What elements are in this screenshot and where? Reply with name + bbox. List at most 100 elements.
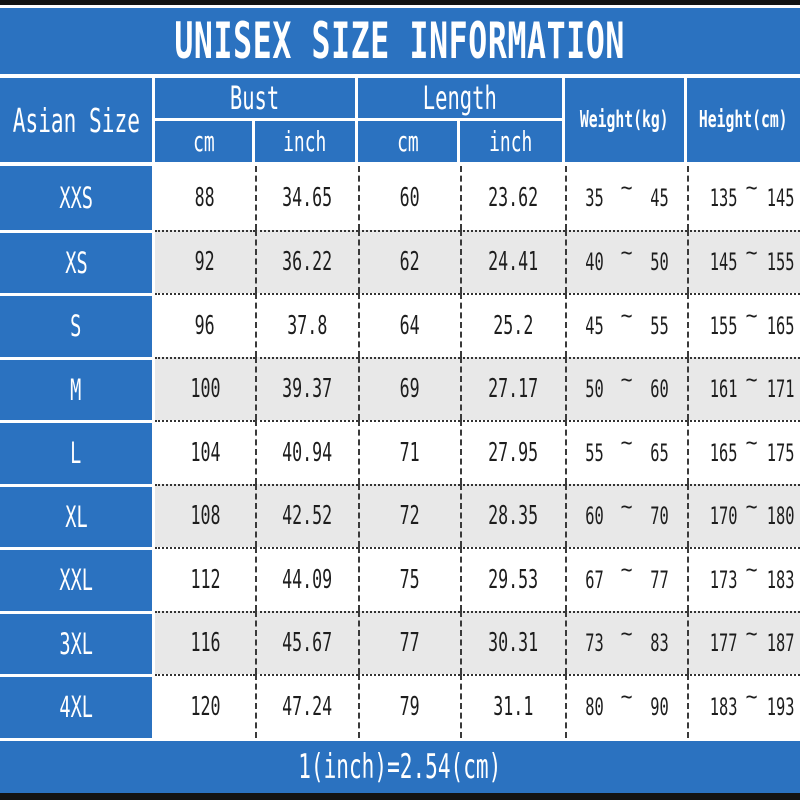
bust-inch-cell: 37.8: [255, 293, 358, 357]
tilde-symbol: ~: [621, 176, 633, 202]
size-label-cell: 4XL: [0, 674, 155, 738]
weight-range-cell: 60 ~70: [565, 483, 687, 547]
weight-range-cell: 55 ~65: [565, 420, 687, 484]
tilde-symbol: ~: [746, 240, 758, 266]
tilde-symbol: ~: [746, 304, 758, 330]
height-range-cell: 170 ~180: [687, 483, 800, 547]
height-range-cell: 155 ~165: [687, 293, 800, 357]
size-label-cell: XXS: [0, 166, 155, 230]
header-height-cm: Height(cm): [687, 78, 800, 162]
top-black-bar: [0, 0, 800, 5]
footer-band: 1(inch)=2.54(cm): [0, 740, 800, 793]
tilde-symbol: ~: [621, 367, 633, 393]
tilde-symbol: ~: [621, 240, 633, 266]
height-range-cell: 135 ~145: [687, 166, 800, 230]
height-range-cell: 173 ~183: [687, 547, 800, 611]
size-label-cell: XS: [0, 229, 155, 293]
bust-cm-cell: 112: [155, 547, 255, 611]
height-range-cell: 161 ~171: [687, 356, 800, 420]
header-length: Length: [358, 78, 562, 118]
bust-inch-cell: 36.22: [255, 229, 358, 293]
tilde-symbol: ~: [621, 621, 633, 647]
length-inch-cell: 31.1: [460, 674, 565, 738]
header-bust-cm-unit: cm: [155, 121, 252, 162]
weight-range-cell: 35 ~45: [565, 166, 687, 230]
tilde-symbol: ~: [746, 685, 758, 711]
length-inch-cell: 28.35: [460, 483, 565, 547]
size-label-cell: S: [0, 293, 155, 357]
length-cm-cell: 64: [358, 293, 460, 357]
header-bust: Bust: [155, 78, 355, 118]
table-row-l: L 104 40.94 71 27.95 55 ~65 165 ~175: [0, 420, 800, 484]
weight-range-cell: 80 ~90: [565, 674, 687, 738]
table-row-3xl: 3XL 116 45.67 77 30.31 73 ~83 177 ~187: [0, 610, 800, 674]
size-label-cell: 3XL: [0, 610, 155, 674]
tilde-symbol: ~: [746, 176, 758, 202]
bust-inch-cell: 47.24: [255, 674, 358, 738]
weight-range-cell: 73 ~83: [565, 610, 687, 674]
divider: [0, 5, 800, 8]
length-inch-cell: 23.62: [460, 166, 565, 230]
length-cm-cell: 72: [358, 483, 460, 547]
length-cm-cell: 62: [358, 229, 460, 293]
table-row-4xl: 4XL 120 47.24 79 31.1 80 ~90 183 ~193: [0, 674, 800, 738]
length-inch-cell: 27.17: [460, 356, 565, 420]
weight-range-cell: 45 ~55: [565, 293, 687, 357]
header-length-cm-unit: cm: [358, 121, 457, 162]
divider: [0, 737, 800, 741]
bust-cm-cell: 88: [155, 166, 255, 230]
table-row-xs: XS 92 36.22 62 24.41 40 ~50 145 ~155: [0, 229, 800, 293]
length-cm-cell: 69: [358, 356, 460, 420]
bottom-black-bar: [0, 792, 800, 800]
tilde-symbol: ~: [746, 367, 758, 393]
bust-cm-cell: 104: [155, 420, 255, 484]
height-range-cell: 183 ~193: [687, 674, 800, 738]
header-weight-kg: Weight(kg): [565, 78, 684, 162]
size-label-cell: M: [0, 356, 155, 420]
header-bust-inch-unit: inch: [255, 121, 355, 162]
length-inch-cell: 29.53: [460, 547, 565, 611]
height-range-cell: 165 ~175: [687, 420, 800, 484]
length-inch-cell: 25.2: [460, 293, 565, 357]
bust-inch-cell: 39.37: [255, 356, 358, 420]
length-cm-cell: 77: [358, 610, 460, 674]
bust-cm-cell: 120: [155, 674, 255, 738]
weight-range-cell: 40 ~50: [565, 229, 687, 293]
height-range-cell: 177 ~187: [687, 610, 800, 674]
tilde-symbol: ~: [621, 558, 633, 584]
length-inch-cell: 30.31: [460, 610, 565, 674]
divider: [0, 162, 800, 166]
tilde-symbol: ~: [621, 494, 633, 520]
size-label-cell: XL: [0, 483, 155, 547]
tilde-symbol: ~: [746, 431, 758, 457]
weight-range-cell: 50 ~60: [565, 356, 687, 420]
tilde-symbol: ~: [746, 494, 758, 520]
bust-inch-cell: 42.52: [255, 483, 358, 547]
bust-cm-cell: 108: [155, 483, 255, 547]
tilde-symbol: ~: [621, 304, 633, 330]
table-header: Asian Size Bust Length Weight(kg) Height…: [0, 78, 800, 162]
length-cm-cell: 79: [358, 674, 460, 738]
length-inch-cell: 24.41: [460, 229, 565, 293]
divider: [0, 74, 800, 78]
tilde-symbol: ~: [746, 558, 758, 584]
length-cm-cell: 71: [358, 420, 460, 484]
bust-inch-cell: 45.67: [255, 610, 358, 674]
header-asian-size: Asian Size: [0, 78, 152, 162]
page-title: UNISEX SIZE INFORMATION: [174, 12, 626, 70]
length-cm-cell: 75: [358, 547, 460, 611]
tilde-symbol: ~: [621, 685, 633, 711]
table-row-s: S 96 37.8 64 25.2 45 ~55 155 ~165: [0, 293, 800, 357]
table-row-m: M 100 39.37 69 27.17 50 ~60 161 ~171: [0, 356, 800, 420]
size-label-cell: XXL: [0, 547, 155, 611]
length-cm-cell: 60: [358, 166, 460, 230]
table-row-xxs: XXS 88 34.65 60 23.62 35 ~45 135 ~145: [0, 166, 800, 230]
table-row-xl: XL 108 42.52 72 28.35 60 ~70 170 ~180: [0, 483, 800, 547]
bust-inch-cell: 34.65: [255, 166, 358, 230]
bust-cm-cell: 100: [155, 356, 255, 420]
conversion-note: 1(inch)=2.54(cm): [298, 746, 502, 787]
weight-range-cell: 67 ~77: [565, 547, 687, 611]
size-table-body: XXS 88 34.65 60 23.62 35 ~45 135 ~145 XS 9…: [0, 166, 800, 738]
size-label-cell: L: [0, 420, 155, 484]
